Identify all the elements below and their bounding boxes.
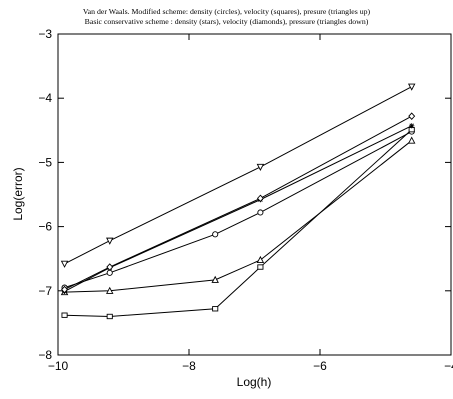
y-tick-label: −3 bbox=[38, 27, 52, 41]
y-tick-label: −7 bbox=[38, 284, 52, 298]
chart-title-line-2: Basic conservative scheme : density (sta… bbox=[84, 17, 369, 26]
data-point-square bbox=[212, 306, 219, 312]
x-tick-label: −6 bbox=[313, 359, 327, 373]
series-line-triangle-down bbox=[64, 86, 412, 265]
y-tick-label: −6 bbox=[38, 220, 52, 234]
x-tick-label: −8 bbox=[182, 359, 196, 373]
series-line-diamond bbox=[64, 115, 412, 290]
series-diamond bbox=[61, 112, 416, 294]
data-point-square bbox=[61, 312, 68, 318]
data-point-circle bbox=[257, 209, 264, 216]
data-point-diamond bbox=[408, 112, 416, 120]
data-point-diamond bbox=[256, 194, 264, 203]
y-tick-label: −5 bbox=[38, 155, 52, 169]
data-point-circle bbox=[212, 231, 219, 238]
series-line-triangle-up bbox=[64, 140, 413, 293]
data-point-diamond bbox=[61, 285, 69, 294]
data-point-triangle-down bbox=[256, 163, 265, 171]
chart-title-line-1: Van der Waals. Modified scheme: density … bbox=[82, 7, 371, 16]
plot-frame bbox=[57, 33, 452, 356]
x-tick-label: −4 bbox=[444, 359, 453, 373]
data-point-triangle-down bbox=[106, 237, 114, 245]
y-tick-label: −4 bbox=[38, 91, 52, 105]
y-axis-label: Log(error) bbox=[11, 167, 25, 220]
x-tick-label: −10 bbox=[48, 359, 69, 373]
series-triangle-down bbox=[60, 83, 416, 268]
data-point-triangle-up bbox=[211, 275, 219, 283]
y-tick-label: −8 bbox=[38, 348, 52, 362]
data-point-circle bbox=[106, 269, 113, 276]
data-point-diamond bbox=[106, 263, 114, 271]
series-group bbox=[60, 83, 416, 320]
series-square bbox=[61, 126, 415, 320]
data-point-square bbox=[257, 264, 264, 270]
data-point-square bbox=[106, 313, 113, 320]
data-point-triangle-down bbox=[407, 83, 416, 91]
data-point-triangle-up bbox=[256, 255, 265, 264]
data-point-star bbox=[409, 123, 415, 129]
axis-ticks: −10−8−6−4−8−7−6−5−4−3 bbox=[38, 27, 453, 373]
series-line-star bbox=[64, 125, 412, 292]
x-axis-label: Log(h) bbox=[237, 375, 272, 389]
data-point-triangle-up bbox=[106, 286, 114, 294]
data-point-triangle-up bbox=[407, 136, 416, 144]
data-point-triangle-down bbox=[60, 260, 69, 268]
